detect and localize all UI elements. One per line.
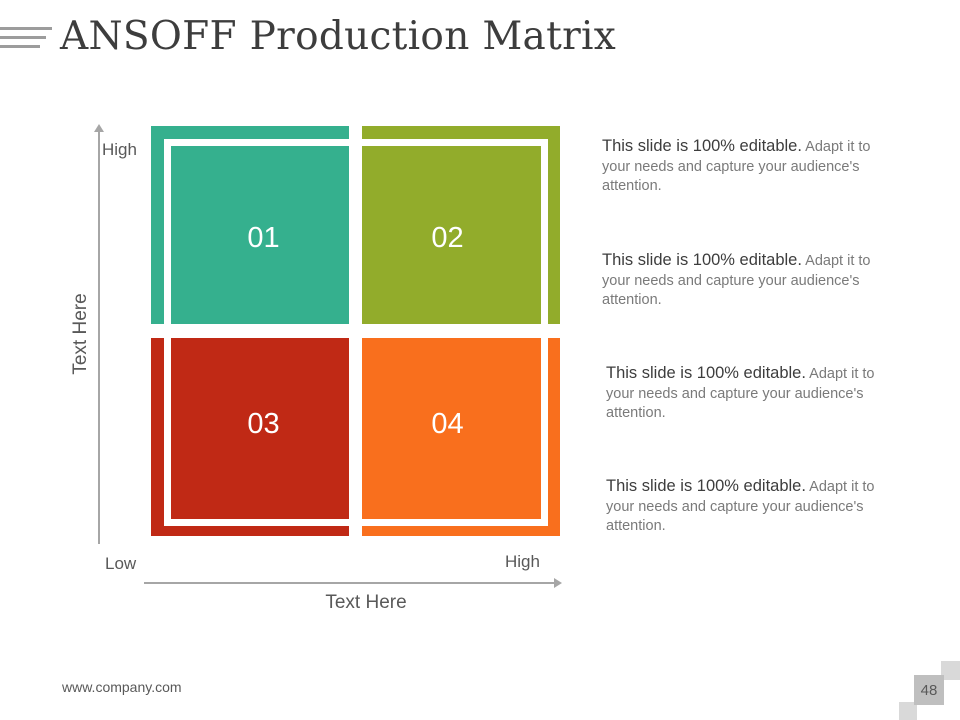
x-axis-line bbox=[144, 582, 556, 584]
description-4-lead: This slide is 100% editable. bbox=[606, 477, 806, 495]
x-axis-low-label: Low bbox=[105, 554, 137, 573]
matrix-white-frame bbox=[164, 139, 548, 526]
page-decoration-square bbox=[941, 661, 960, 680]
title-decoration-lines bbox=[0, 27, 52, 53]
description-1-lead: This slide is 100% editable. bbox=[602, 137, 802, 155]
quadrant-02-label: 02 bbox=[431, 222, 464, 254]
description-1: This slide is 100% editable. Adapt it to… bbox=[602, 137, 892, 197]
y-axis-high-label: High bbox=[102, 140, 137, 159]
y-axis-title: Text Here bbox=[70, 293, 91, 375]
quadrant-01: 01 bbox=[178, 153, 349, 324]
quadrant-01-label: 01 bbox=[247, 222, 280, 254]
footer-url: www.company.com bbox=[62, 679, 182, 695]
x-axis-title: Text Here bbox=[325, 592, 407, 613]
description-3-lead: This slide is 100% editable. bbox=[606, 364, 806, 382]
description-2-text: Adapt it to your needs and capture your … bbox=[602, 253, 871, 308]
quadrant-02: 02 bbox=[362, 153, 533, 324]
quadrant-04: 04 bbox=[362, 338, 533, 510]
description-4-text: Adapt it to your needs and capture your … bbox=[606, 479, 875, 534]
description-3: This slide is 100% editable. Adapt it to… bbox=[606, 364, 896, 424]
page-decoration-square bbox=[899, 702, 917, 720]
description-4: This slide is 100% editable. Adapt it to… bbox=[606, 477, 896, 537]
description-1-text: Adapt it to your needs and capture your … bbox=[602, 139, 871, 194]
description-3-text: Adapt it to your needs and capture your … bbox=[606, 366, 875, 421]
description-2-lead: This slide is 100% editable. bbox=[602, 251, 802, 269]
quadrant-03: 03 bbox=[178, 338, 349, 510]
quadrant-03-label: 03 bbox=[247, 407, 280, 440]
page-number: 48 bbox=[914, 675, 944, 705]
x-axis-arrow-icon bbox=[554, 578, 562, 588]
y-axis-line bbox=[98, 128, 100, 544]
quadrant-04-label: 04 bbox=[431, 407, 464, 440]
slide-title: ANSOFF Production Matrix bbox=[60, 14, 617, 59]
x-axis-high-label: High bbox=[505, 552, 540, 571]
description-2: This slide is 100% editable. Adapt it to… bbox=[602, 251, 892, 311]
